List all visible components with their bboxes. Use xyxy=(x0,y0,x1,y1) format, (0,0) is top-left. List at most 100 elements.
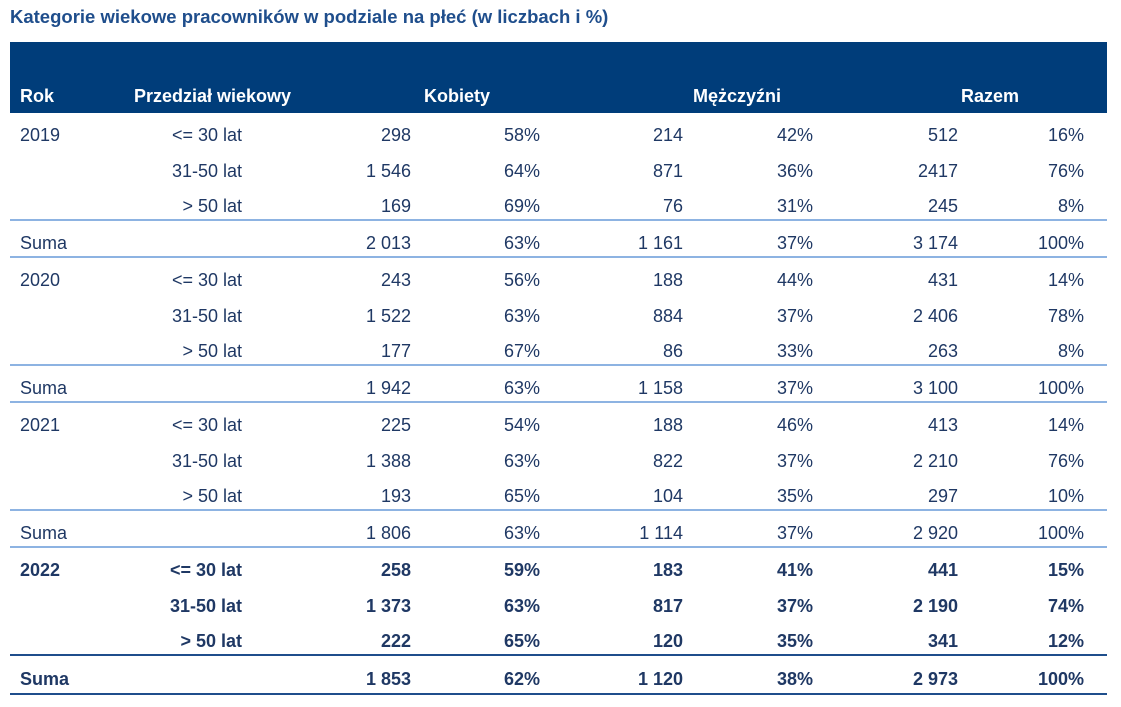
cell-razem-pct: 14% xyxy=(1047,270,1084,290)
row-divider xyxy=(10,364,1107,366)
cell-age-range: 31-50 lat xyxy=(171,161,242,181)
cell-rok: Suma xyxy=(20,669,70,689)
cell-razem-count: 431 xyxy=(927,270,958,290)
table-row: 2020 <= 30 lat 243 56% 188 44% 431 14% xyxy=(0,265,1121,295)
cell-razem-count: 413 xyxy=(927,415,958,435)
cell-age-range: > 50 lat xyxy=(180,631,242,651)
row-divider xyxy=(10,693,1107,695)
cell-kobiety-count: 2 013 xyxy=(365,233,411,253)
table-title: Kategorie wiekowe pracowników w podziale… xyxy=(10,6,609,27)
cell-razem-pct: 78% xyxy=(1047,306,1084,326)
cell-kobiety-pct: 63% xyxy=(503,523,540,543)
cell-razem-pct: 76% xyxy=(1047,161,1084,181)
cell-mezczyzni-count: 120 xyxy=(652,631,683,651)
table-row: > 50 lat 193 65% 104 35% 297 10% xyxy=(0,481,1121,511)
cell-razem-count: 2 920 xyxy=(912,523,958,543)
cell-mezczyzni-pct: 41% xyxy=(776,560,813,580)
cell-kobiety-pct: 65% xyxy=(503,631,540,651)
cell-mezczyzni-pct: 35% xyxy=(776,631,813,651)
row-divider xyxy=(10,256,1107,258)
cell-razem-pct: 100% xyxy=(1037,523,1084,543)
cell-mezczyzni-count: 884 xyxy=(652,306,683,326)
cell-kobiety-pct: 56% xyxy=(503,270,540,290)
cell-mezczyzni-pct: 31% xyxy=(776,196,813,216)
cell-kobiety-count: 169 xyxy=(380,196,411,216)
header-rok: Rok xyxy=(20,86,55,106)
cell-age-range: 31-50 lat xyxy=(169,596,242,616)
cell-kobiety-count: 1 373 xyxy=(365,596,411,616)
cell-rok: 2020 xyxy=(20,270,61,290)
cell-kobiety-count: 177 xyxy=(380,341,411,361)
cell-age-range: <= 30 lat xyxy=(169,560,242,580)
cell-mezczyzni-pct: 37% xyxy=(776,523,813,543)
cell-razem-count: 512 xyxy=(927,125,958,145)
table-row-sum: Suma 1 853 62% 1 120 38% 2 973 100% xyxy=(0,664,1121,694)
header-przedzial-wiekowy: Przedział wiekowy xyxy=(134,86,292,106)
cell-razem-count: 2 190 xyxy=(912,596,958,616)
cell-rok: 2022 xyxy=(20,560,61,580)
cell-kobiety-count: 298 xyxy=(380,125,411,145)
cell-age-range: <= 30 lat xyxy=(171,415,242,435)
cell-razem-pct: 100% xyxy=(1037,233,1084,253)
cell-mezczyzni-count: 188 xyxy=(652,270,683,290)
cell-kobiety-count: 1 853 xyxy=(365,669,411,689)
cell-mezczyzni-pct: 42% xyxy=(776,125,813,145)
cell-mezczyzni-pct: 37% xyxy=(776,306,813,326)
header-mezczyzni: Mężczyźni xyxy=(693,86,782,106)
table-row-sum: Suma 1 942 63% 1 158 37% 3 100 100% xyxy=(0,373,1121,403)
cell-kobiety-pct: 54% xyxy=(503,415,540,435)
cell-razem-pct: 76% xyxy=(1047,451,1084,471)
cell-mezczyzni-count: 104 xyxy=(652,486,683,506)
cell-razem-pct: 14% xyxy=(1047,415,1084,435)
table-row-sum: Suma 2 013 63% 1 161 37% 3 174 100% xyxy=(0,228,1121,258)
table-row: > 50 lat 222 65% 120 35% 341 12% xyxy=(0,626,1121,656)
cell-kobiety-count: 1 942 xyxy=(365,378,411,398)
table-row: 2022 <= 30 lat 258 59% 183 41% 441 15% xyxy=(0,555,1121,585)
cell-kobiety-count: 1 546 xyxy=(365,161,411,181)
cell-kobiety-count: 1 388 xyxy=(365,451,411,471)
cell-mezczyzni-pct: 37% xyxy=(776,378,813,398)
cell-mezczyzni-count: 76 xyxy=(662,196,683,216)
cell-age-range: > 50 lat xyxy=(182,486,242,506)
table-row: 2019 <= 30 lat 298 58% 214 42% 512 16% xyxy=(0,120,1121,150)
cell-kobiety-pct: 64% xyxy=(503,161,540,181)
cell-kobiety-count: 258 xyxy=(380,560,411,580)
table-row: > 50 lat 169 69% 76 31% 245 8% xyxy=(0,191,1121,221)
table-row: 31-50 lat 1 373 63% 817 37% 2 190 74% xyxy=(0,591,1121,621)
cell-kobiety-count: 222 xyxy=(380,631,411,651)
cell-kobiety-count: 225 xyxy=(380,415,411,435)
cell-age-range: <= 30 lat xyxy=(171,270,242,290)
table-row: 31-50 lat 1 388 63% 822 37% 2 210 76% xyxy=(0,446,1121,476)
cell-mezczyzni-pct: 37% xyxy=(776,233,813,253)
cell-mezczyzni-pct: 44% xyxy=(776,270,813,290)
cell-age-range: <= 30 lat xyxy=(171,125,242,145)
cell-kobiety-count: 1 806 xyxy=(365,523,411,543)
cell-age-range: 31-50 lat xyxy=(171,451,242,471)
cell-razem-count: 297 xyxy=(927,486,958,506)
row-divider xyxy=(10,219,1107,221)
cell-kobiety-pct: 65% xyxy=(503,486,540,506)
cell-mezczyzni-count: 871 xyxy=(652,161,683,181)
cell-kobiety-pct: 63% xyxy=(503,596,540,616)
table-row-sum: Suma 1 806 63% 1 114 37% 2 920 100% xyxy=(0,518,1121,548)
cell-mezczyzni-pct: 46% xyxy=(776,415,813,435)
cell-mezczyzni-pct: 33% xyxy=(776,341,813,361)
row-divider xyxy=(10,654,1107,656)
cell-age-range: > 50 lat xyxy=(182,341,242,361)
cell-kobiety-count: 193 xyxy=(380,486,411,506)
row-divider xyxy=(10,401,1107,403)
cell-razem-pct: 15% xyxy=(1047,560,1084,580)
cell-kobiety-pct: 67% xyxy=(503,341,540,361)
row-divider xyxy=(10,546,1107,548)
cell-rok: 2019 xyxy=(20,125,61,145)
cell-rok: Suma xyxy=(20,378,68,398)
cell-kobiety-count: 1 522 xyxy=(365,306,411,326)
cell-kobiety-pct: 59% xyxy=(503,560,540,580)
cell-rok: Suma xyxy=(20,523,68,543)
cell-razem-count: 2 210 xyxy=(912,451,958,471)
cell-mezczyzni-count: 86 xyxy=(662,341,683,361)
cell-mezczyzni-count: 1 114 xyxy=(639,523,683,543)
cell-razem-count: 245 xyxy=(927,196,958,216)
header-kobiety: Kobiety xyxy=(424,86,491,106)
cell-mezczyzni-pct: 38% xyxy=(776,669,813,689)
